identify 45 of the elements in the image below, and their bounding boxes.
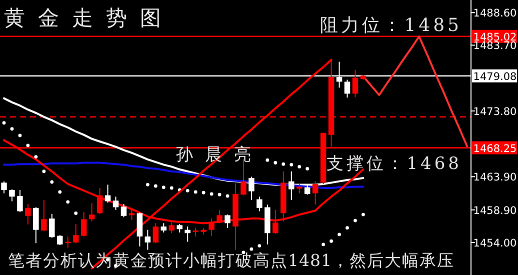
point bbox=[298, 165, 302, 168]
point bbox=[354, 218, 357, 222]
point bbox=[282, 162, 286, 166]
point bbox=[170, 186, 174, 190]
point bbox=[330, 239, 333, 243]
point bbox=[10, 127, 14, 131]
point bbox=[162, 186, 166, 190]
point bbox=[226, 194, 230, 198]
ref-line-label: 1479.08 bbox=[473, 70, 517, 83]
y-tick-label: 1454.00 bbox=[473, 237, 517, 250]
y-tick-label: 1488.60 bbox=[473, 8, 517, 20]
y-tick-label: 1458.90 bbox=[473, 204, 517, 217]
point bbox=[266, 158, 270, 162]
point bbox=[250, 247, 254, 251]
point bbox=[194, 190, 198, 194]
point bbox=[34, 155, 38, 158]
point bbox=[202, 190, 206, 194]
annotation: 阻力位：1485 bbox=[320, 15, 462, 36]
point bbox=[74, 212, 78, 215]
point bbox=[18, 134, 22, 138]
point bbox=[346, 226, 349, 230]
point bbox=[322, 242, 326, 246]
annotation: 孙晨亮 bbox=[176, 145, 263, 165]
point bbox=[258, 244, 262, 248]
point bbox=[338, 232, 341, 236]
point bbox=[2, 121, 6, 125]
point bbox=[306, 167, 310, 170]
point bbox=[186, 188, 190, 192]
y-tick-label: 1473.80 bbox=[473, 106, 517, 118]
point bbox=[290, 163, 294, 166]
point bbox=[154, 184, 158, 188]
point bbox=[146, 182, 150, 186]
point bbox=[218, 192, 222, 196]
point bbox=[42, 170, 46, 174]
point bbox=[274, 161, 278, 164]
chart-title: 黄金走势图 bbox=[4, 6, 174, 30]
point bbox=[58, 190, 62, 194]
ref-line-label: 1468.25 bbox=[473, 142, 517, 155]
point bbox=[50, 180, 54, 184]
annotation: 支撑位：1468 bbox=[326, 154, 462, 174]
y-tick-label: 1463.90 bbox=[473, 172, 517, 184]
point bbox=[210, 192, 214, 196]
point bbox=[26, 144, 30, 148]
point bbox=[362, 212, 365, 216]
point bbox=[66, 200, 70, 204]
